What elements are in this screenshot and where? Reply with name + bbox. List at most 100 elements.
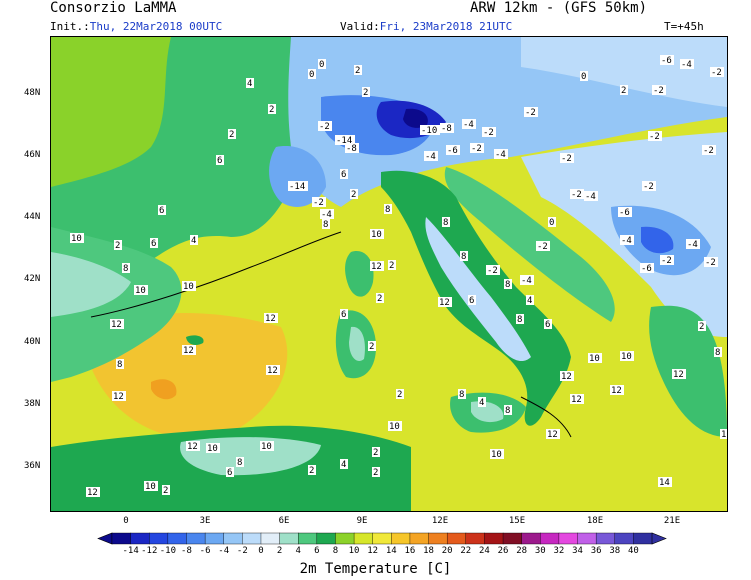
contour-label-bg <box>504 405 512 415</box>
contour-label: 4 <box>527 296 532 306</box>
contour-label: -6 <box>661 56 672 66</box>
contour-label: 12 <box>439 298 450 308</box>
lat-label-48n: 48N <box>24 88 41 98</box>
contour-label: 8 <box>715 348 720 358</box>
contour-label-bg <box>440 123 454 133</box>
contour-label-bg <box>548 217 556 227</box>
colorbar-swatch <box>298 532 318 545</box>
colorbar-tick-label: -14 <box>122 546 139 556</box>
contour-label: 0 <box>309 70 314 80</box>
colorbar-swatch <box>335 532 355 545</box>
contour-label-bg <box>442 217 450 227</box>
colorbar-swatch <box>111 532 132 545</box>
contour-label-bg <box>680 59 694 69</box>
contour-label: 12 <box>265 314 276 324</box>
adriatic-sea <box>444 167 615 322</box>
contour-label-bg <box>182 345 196 355</box>
colorbar-swatch <box>186 532 206 545</box>
contour-label-bg <box>704 257 718 267</box>
contour-label-bg <box>640 263 654 273</box>
lat-label-42n: 42N <box>24 274 41 284</box>
contour-label-bg <box>652 85 666 95</box>
contour-label: 10 <box>183 282 194 292</box>
bay-of-biscay <box>51 37 171 187</box>
colorbar-tick-label: 26 <box>497 546 509 556</box>
colorbar-tick-label: 8 <box>332 546 339 556</box>
contour-label: -2 <box>653 86 664 96</box>
contour-label-bg <box>340 459 348 469</box>
lat-label-40n: 40N <box>24 337 41 347</box>
lat-label-46n: 46N <box>24 150 41 160</box>
contour-label: -4 <box>585 192 596 202</box>
colorbar-tick-label: 12 <box>367 546 379 556</box>
alps-coldest <box>403 108 428 128</box>
contour-label: 8 <box>443 218 448 228</box>
org-title: Consorzio LaMMA <box>50 0 177 16</box>
contour-label: -4 <box>681 60 692 70</box>
greece <box>649 305 727 437</box>
contour-label: -2 <box>711 68 722 78</box>
contour-label: -4 <box>495 150 506 160</box>
contour-label-bg <box>236 457 244 467</box>
contour-label: 2 <box>363 88 368 98</box>
contour-label-bg <box>354 65 362 75</box>
contour-label-bg <box>318 59 326 69</box>
contour-label: 6 <box>151 239 156 249</box>
colorbar-swatch <box>633 532 653 545</box>
contour-label-bg <box>424 151 438 161</box>
contour-label-bg <box>266 365 280 375</box>
contour-label-bg <box>396 389 404 399</box>
contour-label-bg <box>260 441 274 451</box>
colorbar-swatch <box>540 532 560 545</box>
contour-label: 12 <box>571 395 582 405</box>
contour-label-bg <box>458 389 466 399</box>
valid-value: Fri, 23Mar2018 21UTC <box>379 20 513 33</box>
contour-label: 10 <box>207 444 218 454</box>
colorbar-swatch <box>130 532 150 545</box>
contour-label: 10 <box>135 286 146 296</box>
contour-label: -8 <box>346 144 357 154</box>
contour-label-bg <box>114 240 122 250</box>
contour-label-bg <box>268 104 276 114</box>
contour-label: 10 <box>371 230 382 240</box>
valid-label: Valid: <box>340 20 380 33</box>
warm-spot <box>151 379 177 400</box>
contour-label-bg <box>720 429 727 439</box>
contour-label: 6 <box>545 320 550 330</box>
contour-label: 2 <box>373 448 378 458</box>
contour-label: 6 <box>217 156 222 166</box>
contour-label: 8 <box>385 205 390 215</box>
colorbar-tick-label: 6 <box>314 546 320 556</box>
contour-label: 2 <box>163 486 168 496</box>
colorbar-tick-label: -6 <box>199 546 211 556</box>
colorbar-swatch <box>391 532 411 545</box>
colorbar-tick-label: 24 <box>478 546 490 556</box>
coastline-calabria <box>520 396 572 438</box>
contour-label: 8 <box>459 390 464 400</box>
colorbar-tick-label: 16 <box>404 546 416 556</box>
contour-label-bg <box>186 441 200 451</box>
colorbar-tick-label: -12 <box>141 546 158 556</box>
contour-label: 6 <box>341 170 346 180</box>
contour-label-bg <box>710 67 724 77</box>
contour-label: 10 <box>389 422 400 432</box>
colorbar-swatch <box>260 532 281 545</box>
colorbar-swatch <box>502 532 523 545</box>
contour-label-bg <box>620 351 634 361</box>
contour-label-bg <box>672 369 686 379</box>
contour-label: 2 <box>269 105 274 115</box>
contour-label-bg <box>368 341 376 351</box>
contour-label: 2 <box>373 468 378 478</box>
contour-label: 2 <box>397 390 402 400</box>
contour-label-bg <box>570 189 584 199</box>
contour-label-bg <box>370 261 384 271</box>
contour-label-bg <box>312 197 326 207</box>
contour-label-bg <box>322 219 330 229</box>
contour-label: 2 <box>309 466 314 476</box>
colorbar-swatch <box>204 532 225 545</box>
contour-label-bg <box>384 204 392 214</box>
contour-label-bg <box>206 443 220 453</box>
contour-label: -14 <box>336 136 352 146</box>
contour-label: -2 <box>525 108 536 118</box>
contour-label-bg <box>526 295 534 305</box>
